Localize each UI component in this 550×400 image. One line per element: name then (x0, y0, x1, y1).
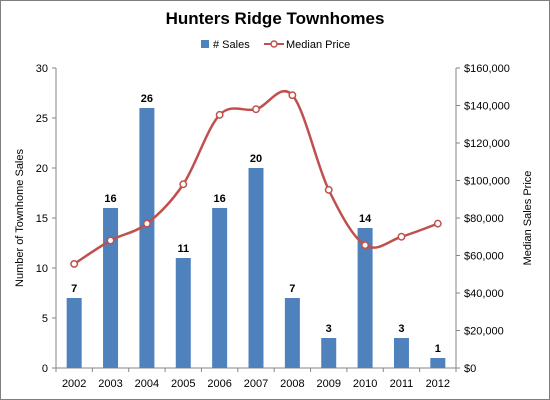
x-tick-label: 2005 (171, 378, 195, 390)
y-right-ticks: $0 $20,000 $40,000 $60,000 $80,000 $100,000 $1… (456, 63, 510, 375)
bar-2002 (66, 298, 82, 368)
price-point-2005 (179, 180, 188, 189)
bar-value-label: 7 (289, 283, 295, 295)
y-left-tick-label: 10 (36, 263, 48, 275)
bar-2009 (321, 338, 337, 368)
y-left-tick-label: 20 (36, 163, 48, 175)
legend-swatch-sales (201, 40, 209, 48)
bar-value-label: 20 (250, 153, 262, 165)
y-left-tick-label: 5 (42, 313, 48, 325)
bar-value-label: 16 (104, 193, 116, 205)
legend-marker-price (270, 40, 278, 48)
x-tick-label: 2007 (244, 378, 268, 390)
x-ticks: 2002 2003 2004 2005 2006 2007 2008 2009 2010 2011… (55, 368, 457, 390)
y-right-axis-title: Median Sales Price (522, 171, 534, 266)
price-point-2006 (215, 110, 224, 119)
price-point-2011 (397, 232, 406, 241)
median-price-series (70, 90, 442, 268)
bar-value-label: 3 (326, 323, 332, 335)
bar-2007 (248, 168, 264, 368)
bar-value-label: 16 (214, 193, 226, 205)
sales-bars (66, 108, 446, 368)
price-point-2002 (70, 259, 79, 268)
legend-label-price: Median Price (286, 39, 350, 51)
bar-value-label: 11 (177, 243, 189, 255)
y-left-tick-label: 15 (36, 213, 48, 225)
x-tick-label: 2010 (353, 378, 377, 390)
y-left-tick-label: 30 (36, 63, 48, 75)
price-point-2012 (433, 219, 442, 228)
x-tick-label: 2004 (135, 378, 159, 390)
bar-value-label: 7 (71, 283, 77, 295)
price-point-2004 (142, 219, 151, 228)
y-right-tick-label: $140,000 (464, 101, 510, 113)
y-right-tick-label: $40,000 (464, 288, 504, 300)
x-tick-label: 2012 (426, 378, 450, 390)
y-right-tick-label: $100,000 (464, 176, 510, 188)
bar-2003 (103, 208, 119, 368)
y-left-ticks: 0 5 10 15 20 25 30 (36, 63, 56, 375)
bar-2008 (284, 298, 300, 368)
bar-2010 (357, 228, 373, 368)
bar-2012 (430, 358, 446, 368)
y-left-axis-title: Number of Townhome Sales (14, 149, 26, 287)
price-point-2009 (324, 185, 333, 194)
y-right-tick-label: $80,000 (464, 213, 504, 225)
chart-title: Hunters Ridge Townhomes (166, 9, 385, 28)
bar-value-label: 14 (359, 213, 372, 225)
x-tick-label: 2008 (280, 378, 304, 390)
x-tick-label: 2011 (390, 378, 414, 390)
bar-2004 (139, 108, 155, 368)
bar-2011 (393, 338, 409, 368)
x-tick-label: 2006 (207, 378, 231, 390)
y-right-tick-label: $60,000 (464, 251, 504, 263)
bar-value-label: 1 (435, 343, 441, 355)
sales-data-labels: 7 16 26 11 16 20 7 3 14 3 1 (71, 93, 441, 355)
x-tick-label: 2002 (62, 378, 86, 390)
y-right-tick-label: $120,000 (464, 138, 510, 150)
price-point-2010 (361, 241, 370, 250)
legend-label-sales: # Sales (213, 39, 250, 51)
y-right-tick-label: $160,000 (464, 63, 510, 75)
y-left-tick-label: 0 (42, 363, 48, 375)
bar-value-label: 26 (141, 93, 153, 105)
bar-2005 (175, 258, 191, 368)
price-point-2008 (288, 91, 297, 100)
y-right-tick-label: $0 (464, 363, 476, 375)
price-point-2003 (106, 236, 115, 245)
bar-2006 (212, 208, 228, 368)
y-left-tick-label: 25 (36, 113, 48, 125)
price-point-2007 (252, 105, 260, 114)
bar-value-label: 3 (398, 323, 404, 335)
x-tick-label: 2003 (98, 378, 122, 390)
legend: # Sales Median Price (201, 39, 350, 51)
y-right-tick-label: $20,000 (464, 326, 504, 338)
x-tick-label: 2009 (316, 378, 340, 390)
